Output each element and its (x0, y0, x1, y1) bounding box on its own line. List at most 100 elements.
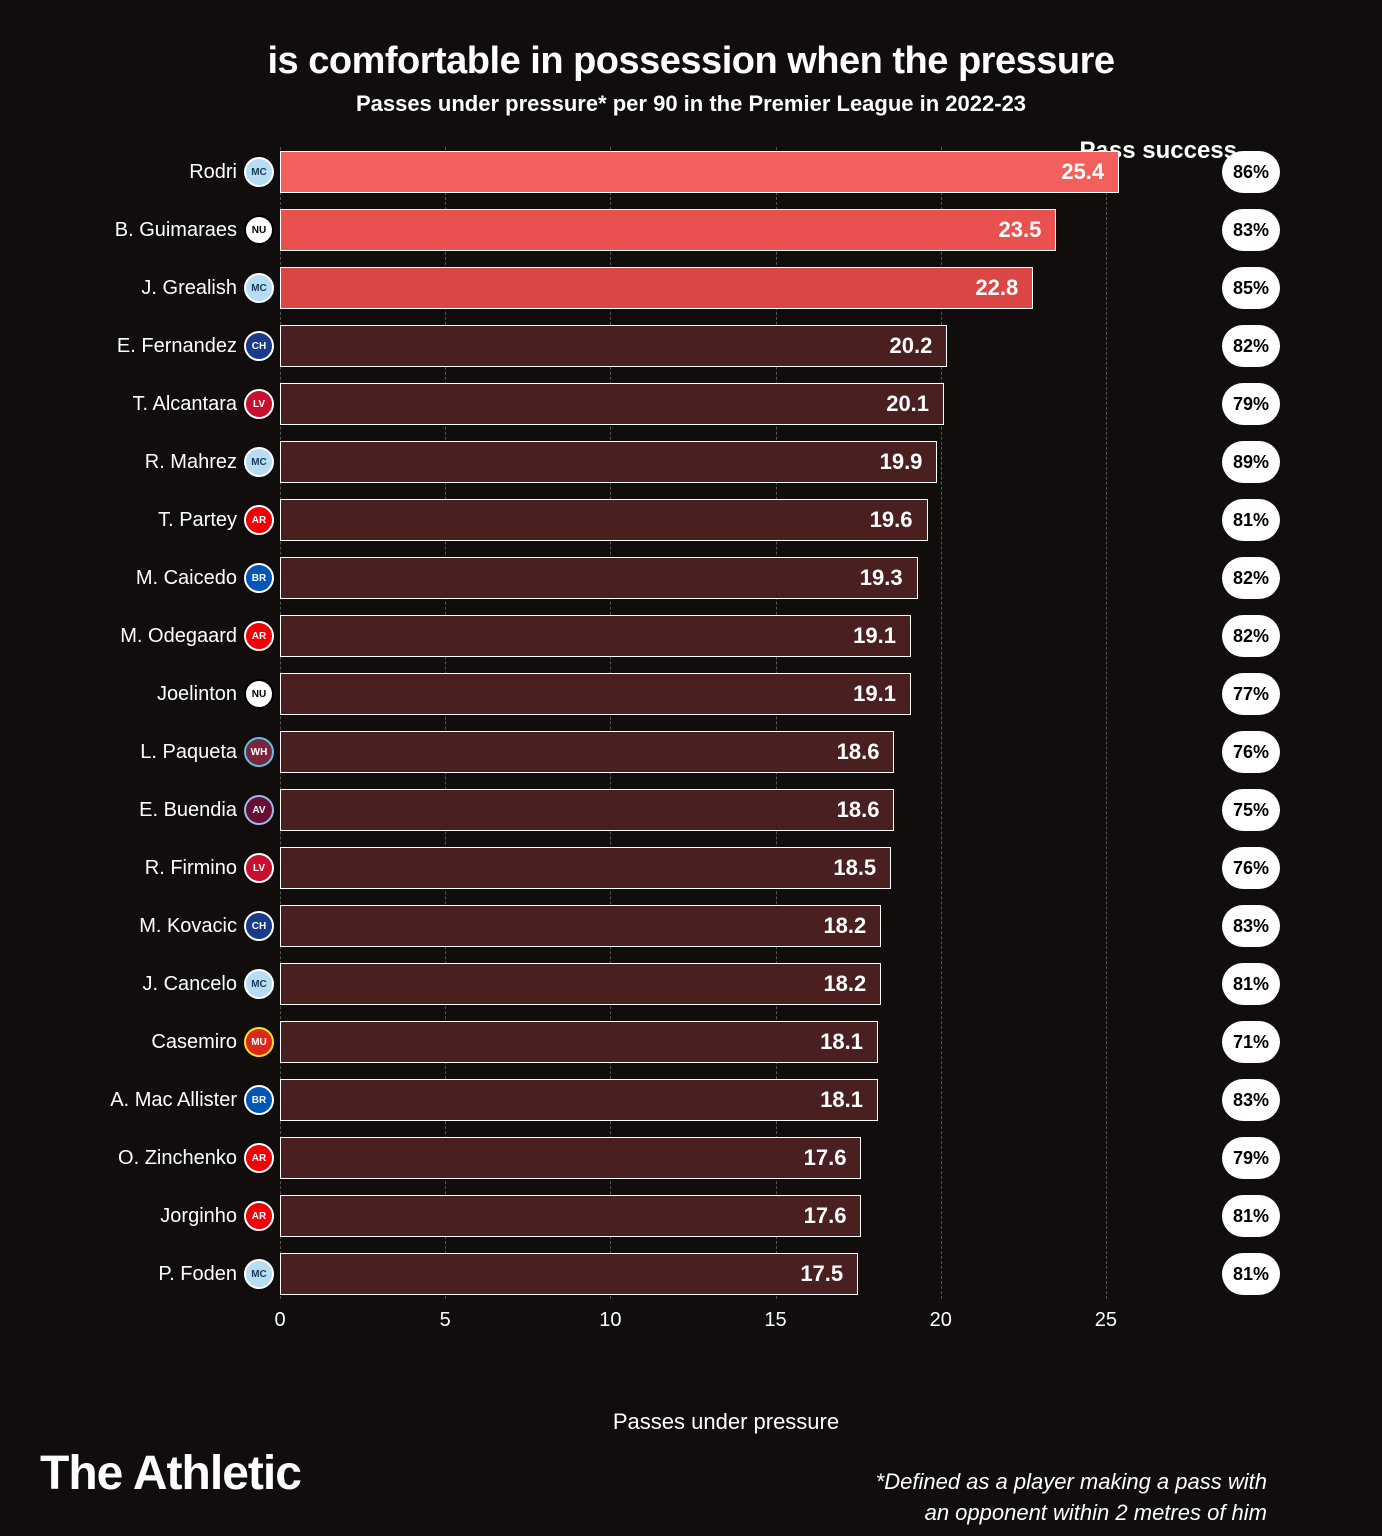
bar: 19.1 (280, 673, 911, 715)
bar-value-label: 23.5 (999, 217, 1042, 243)
bar: 23.5 (280, 209, 1056, 251)
player-row: E. BuendiaAV18.675% (280, 785, 1172, 835)
bar: 18.1 (280, 1021, 878, 1063)
bar: 20.1 (280, 383, 944, 425)
pass-success-pill: 83% (1222, 905, 1280, 947)
bar-value-label: 25.4 (1061, 159, 1104, 185)
player-name-label: Jorginho (62, 1205, 237, 1228)
bar: 19.1 (280, 615, 911, 657)
team-badge-icon: AR (244, 621, 274, 651)
bar: 22.8 (280, 267, 1033, 309)
player-name-label: L. Paqueta (62, 741, 237, 764)
team-badge-icon: LV (244, 389, 274, 419)
bar-value-label: 18.6 (837, 739, 880, 765)
bar-value-label: 18.1 (820, 1087, 863, 1113)
bar-value-label: 17.6 (804, 1203, 847, 1229)
pass-success-pill: 71% (1222, 1021, 1280, 1063)
bar-track: 19.3 (280, 557, 1172, 599)
chart-title: is comfortable in possession when the pr… (60, 40, 1322, 83)
team-badge-icon: NU (244, 679, 274, 709)
pass-success-pill: 75% (1222, 789, 1280, 831)
bar: 19.9 (280, 441, 937, 483)
x-axis: 0510152025 (280, 1309, 1172, 1369)
player-row: J. CanceloMC18.281% (280, 959, 1172, 1009)
pass-success-pill: 85% (1222, 267, 1280, 309)
player-name-label: O. Zinchenko (62, 1147, 237, 1170)
pass-success-pill: 81% (1222, 1253, 1280, 1295)
x-tick-label: 15 (764, 1309, 786, 1332)
pass-success-pill: 86% (1222, 151, 1280, 193)
bar: 20.2 (280, 325, 947, 367)
player-row: T. AlcantaraLV20.179% (280, 379, 1172, 429)
bar-track: 23.5 (280, 209, 1172, 251)
player-row: RodriMC25.486% (280, 147, 1172, 197)
bar: 25.4 (280, 151, 1119, 193)
pass-success-pill: 76% (1222, 731, 1280, 773)
bar-track: 17.5 (280, 1253, 1172, 1295)
bar-track: 19.1 (280, 615, 1172, 657)
team-badge-icon: CH (244, 911, 274, 941)
player-row: E. FernandezCH20.282% (280, 321, 1172, 371)
team-badge-icon: MC (244, 1259, 274, 1289)
player-name-label: M. Kovacic (62, 915, 237, 938)
team-badge-icon: LV (244, 853, 274, 883)
bar-track: 25.4 (280, 151, 1172, 193)
grid-line (280, 147, 281, 1299)
chart-subtitle: Passes under pressure* per 90 in the Pre… (60, 91, 1322, 117)
bar-value-label: 18.2 (823, 913, 866, 939)
grid-line (941, 147, 942, 1299)
pass-success-pill: 82% (1222, 557, 1280, 599)
team-badge-icon: AR (244, 1143, 274, 1173)
player-name-label: E. Buendia (62, 799, 237, 822)
team-badge-icon: NU (244, 215, 274, 245)
bar-track: 20.1 (280, 383, 1172, 425)
team-badge-icon: MC (244, 447, 274, 477)
team-badge-icon: CH (244, 331, 274, 361)
player-row: T. ParteyAR19.681% (280, 495, 1172, 545)
pass-success-pill: 81% (1222, 1195, 1280, 1237)
bar: 18.2 (280, 963, 881, 1005)
bar-value-label: 18.6 (837, 797, 880, 823)
pass-success-pill: 79% (1222, 383, 1280, 425)
x-tick-label: 10 (599, 1309, 621, 1332)
player-name-label: A. Mac Allister (62, 1089, 237, 1112)
bar: 18.2 (280, 905, 881, 947)
bar-track: 18.1 (280, 1021, 1172, 1063)
bar-track: 18.1 (280, 1079, 1172, 1121)
team-badge-icon: AR (244, 1201, 274, 1231)
player-name-label: J. Grealish (62, 277, 237, 300)
bar-track: 19.1 (280, 673, 1172, 715)
bar-value-label: 19.1 (853, 623, 896, 649)
player-name-label: M. Odegaard (62, 625, 237, 648)
x-axis-label: Passes under pressure (280, 1409, 1172, 1435)
bar-track: 22.8 (280, 267, 1172, 309)
bar-rows: RodriMC25.486% B. GuimaraesNU23.583% J. Gr… (280, 147, 1172, 1299)
team-badge-icon: MC (244, 969, 274, 999)
grid-lines (280, 147, 1172, 1299)
bar: 19.6 (280, 499, 928, 541)
player-name-label: Casemiro (62, 1031, 237, 1054)
player-row: R. FirminoLV18.576% (280, 843, 1172, 893)
team-badge-icon: WH (244, 737, 274, 767)
player-name-label: Rodri (62, 161, 237, 184)
player-row: J. GrealishMC22.885% (280, 263, 1172, 313)
bar: 17.6 (280, 1137, 861, 1179)
bar: 18.6 (280, 789, 894, 831)
player-row: M. KovacicCH18.283% (280, 901, 1172, 951)
player-row: R. MahrezMC19.989% (280, 437, 1172, 487)
pass-success-pill: 89% (1222, 441, 1280, 483)
player-row: B. GuimaraesNU23.583% (280, 205, 1172, 255)
pass-success-pill: 77% (1222, 673, 1280, 715)
bar-track: 17.6 (280, 1195, 1172, 1237)
player-name-label: R. Firmino (62, 857, 237, 880)
bar-track: 19.9 (280, 441, 1172, 483)
bar-value-label: 18.1 (820, 1029, 863, 1055)
x-tick-label: 5 (440, 1309, 451, 1332)
player-row: CasemiroMU18.171% (280, 1017, 1172, 1067)
team-badge-icon: AV (244, 795, 274, 825)
team-badge-icon: BR (244, 563, 274, 593)
x-tick-label: 25 (1095, 1309, 1117, 1332)
player-row: A. Mac AllisterBR18.183% (280, 1075, 1172, 1125)
bar-value-label: 19.1 (853, 681, 896, 707)
player-row: P. FodenMC17.581% (280, 1249, 1172, 1299)
